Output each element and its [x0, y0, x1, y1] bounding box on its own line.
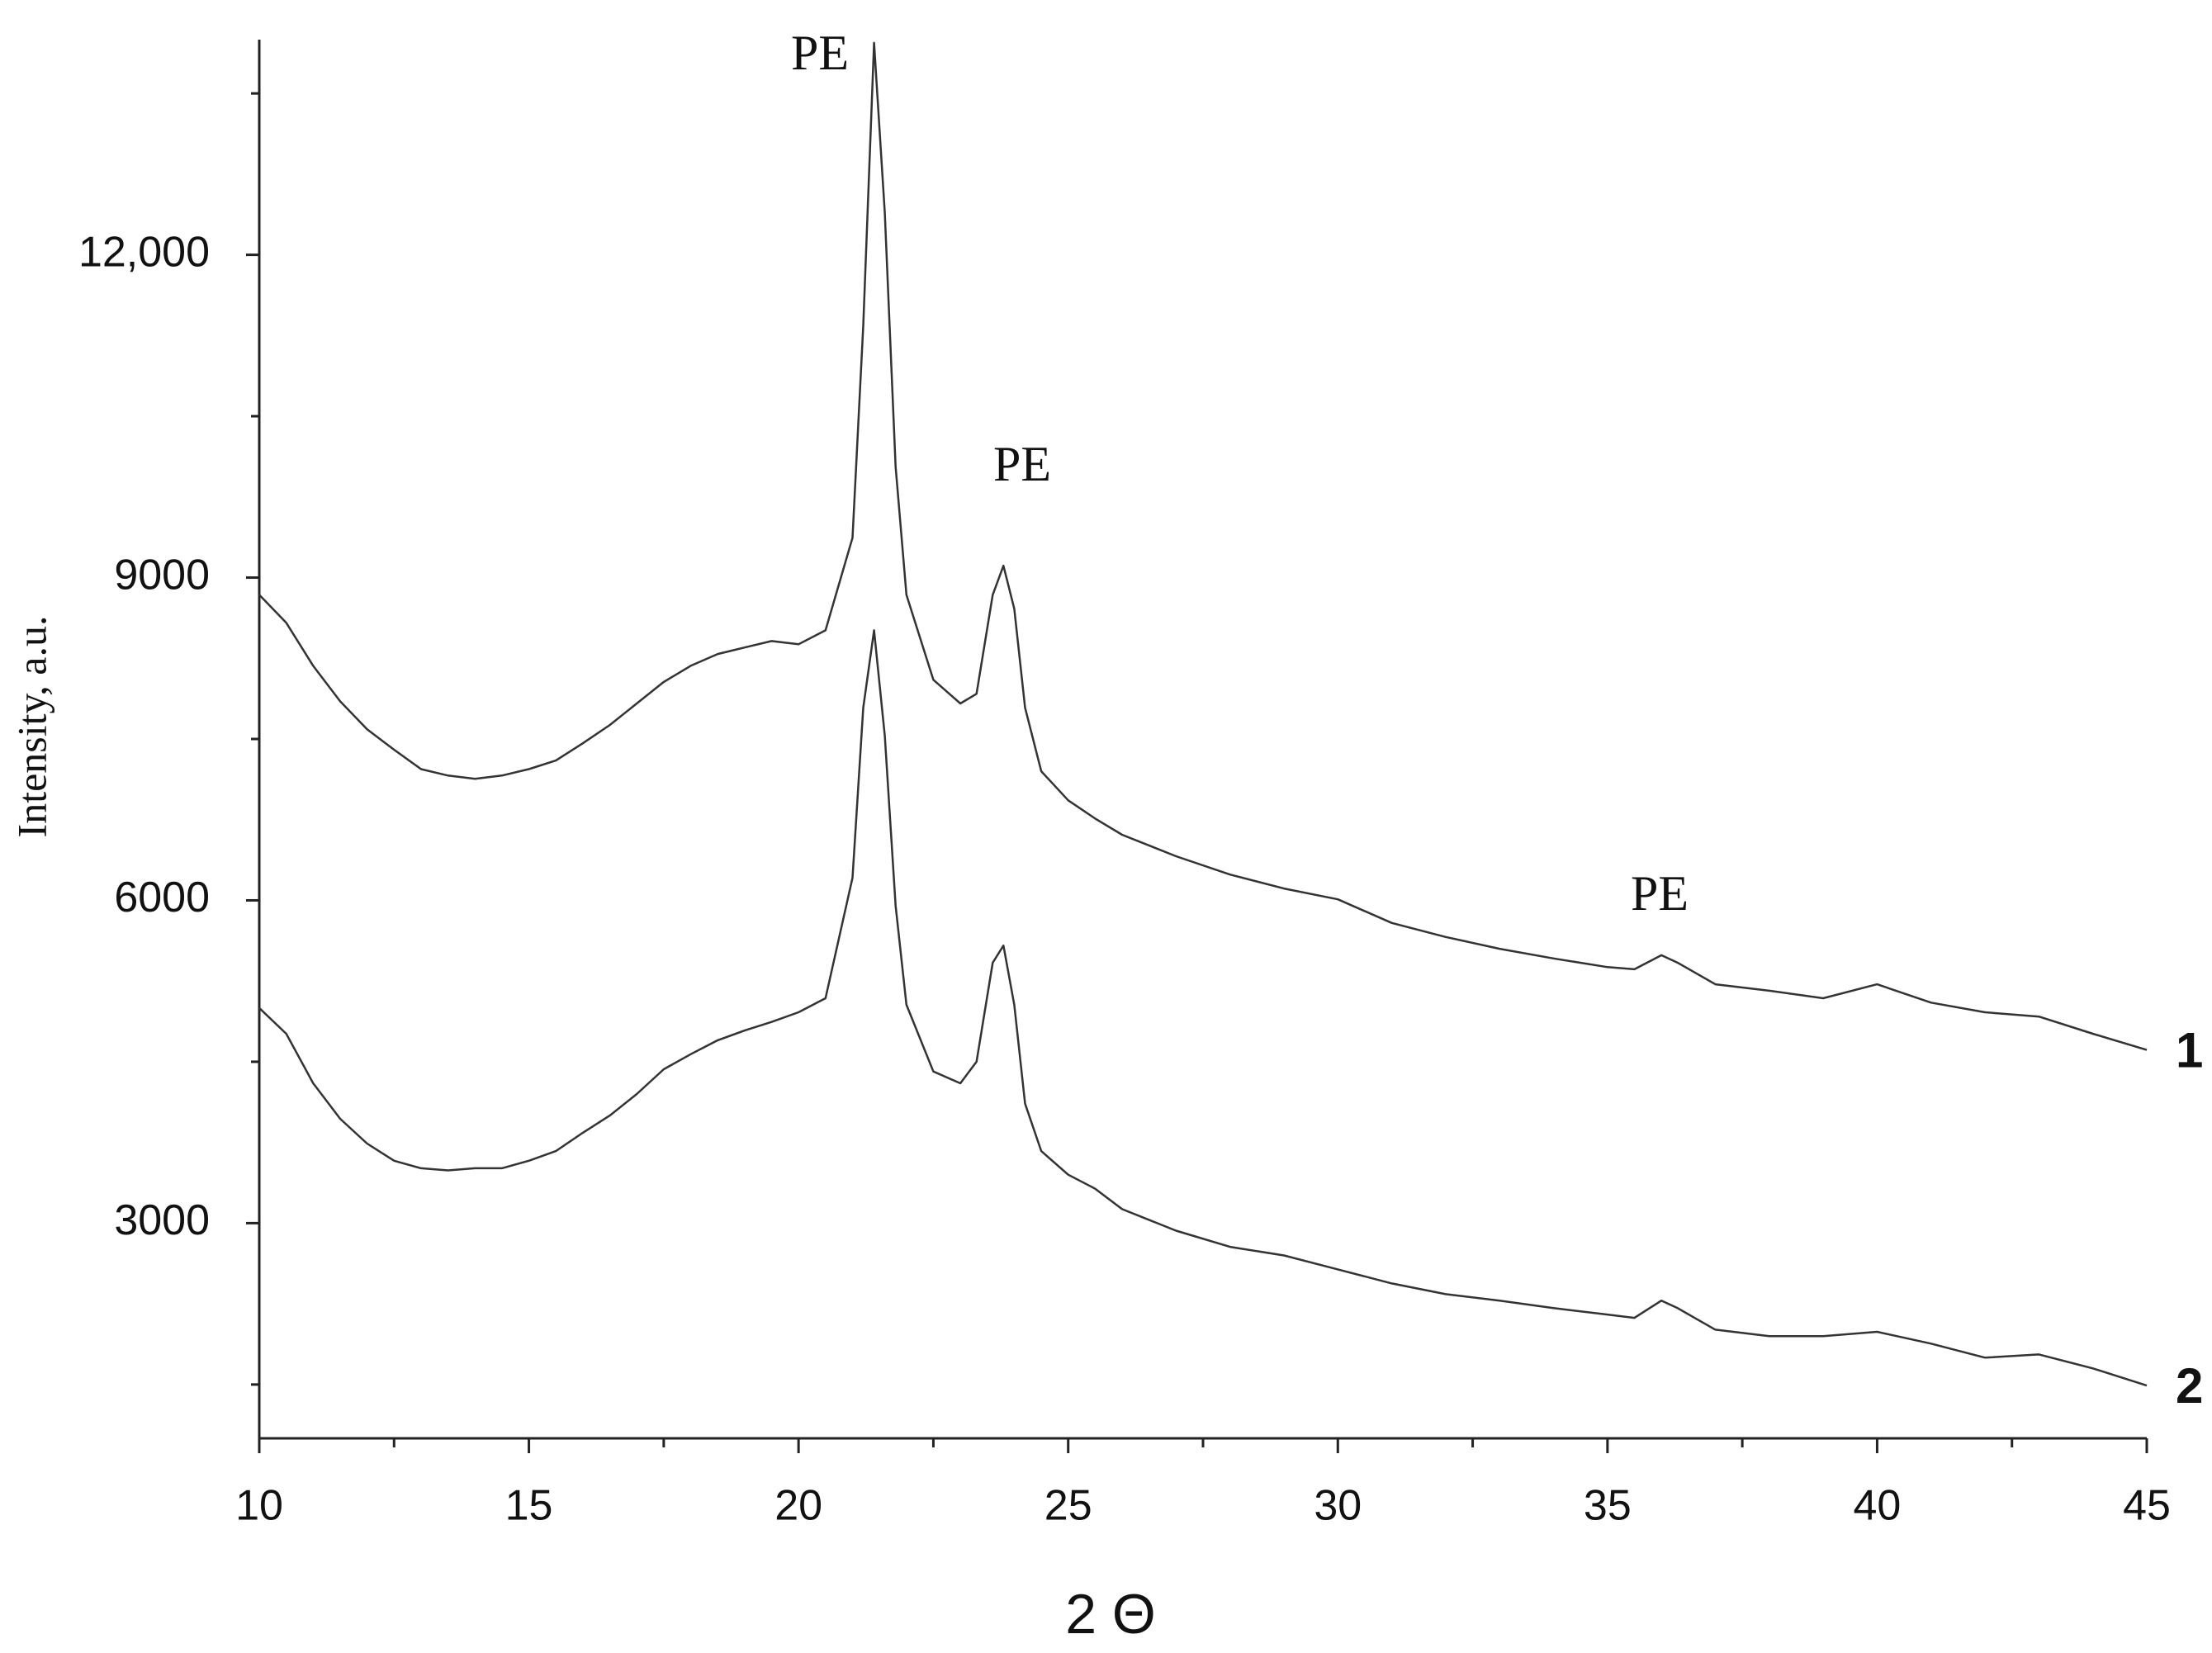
x-tick-label: 30	[1314, 1482, 1362, 1530]
annotation: PE	[791, 26, 849, 80]
annotation: PE	[993, 437, 1051, 491]
x-tick-label: 45	[2123, 1482, 2171, 1530]
series-label: 1	[2176, 1022, 2203, 1078]
x-tick-label: 25	[1044, 1482, 1092, 1530]
x-tick-label: 10	[235, 1482, 283, 1530]
x-axis-label: 2 Θ	[1065, 1583, 1156, 1646]
x-tick-label: 20	[774, 1482, 822, 1530]
x-tick-label: 35	[1584, 1482, 1632, 1530]
y-tick-label: 9000	[114, 551, 210, 599]
annotation: PE	[1631, 866, 1689, 921]
y-tick-label: 6000	[114, 874, 210, 921]
line-series	[258, 41, 2148, 1051]
x-tick-label: 40	[1854, 1482, 1902, 1530]
y-tick-label: 3000	[114, 1196, 210, 1244]
series-label: 2	[2176, 1358, 2203, 1414]
y-axis-label: Intensity, a.u.	[8, 616, 54, 838]
line-series	[258, 629, 2148, 1387]
y-tick-label: 12,000	[78, 228, 210, 276]
x-tick-label: 15	[505, 1482, 553, 1530]
